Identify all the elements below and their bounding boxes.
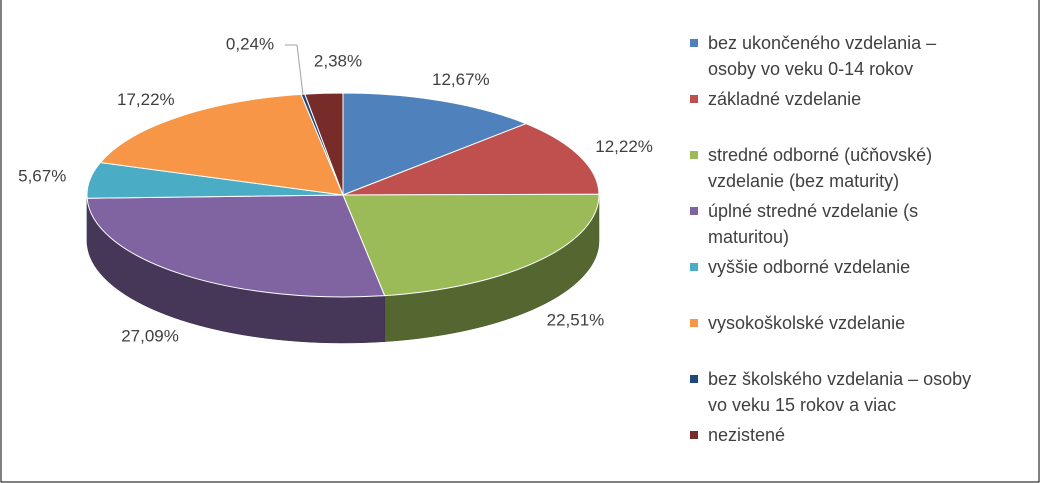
legend-swatch — [690, 151, 698, 159]
legend-item: stredné odborné (učňovské) vzdelanie (be… — [688, 142, 988, 194]
slice — [342, 123, 600, 196]
leader-line — [296, 44, 304, 95]
data-label: 22,51% — [547, 310, 605, 329]
data-label: 17,22% — [117, 90, 175, 109]
legend-item: bez ukončeného vzdelania – osoby vo veku… — [688, 30, 988, 82]
slice — [342, 193, 600, 297]
legend-swatch — [690, 39, 698, 47]
legend-label: základné vzdelanie — [708, 89, 862, 109]
legend-swatch — [690, 319, 698, 327]
data-label: 12,67% — [432, 70, 490, 89]
legend-item: vyššie odborné vzdelanie — [688, 254, 988, 280]
legend-label: vysokoškolské vzdelanie — [708, 313, 906, 333]
legend-item: nezistené — [688, 422, 988, 448]
data-label: 12,22% — [595, 137, 653, 156]
legend-swatch — [690, 431, 698, 439]
data-label: 2,38% — [314, 51, 362, 70]
legend-label: vyššie odborné vzdelanie — [708, 257, 911, 277]
legend-label: bez ukončeného vzdelania – osoby vo veku… — [708, 33, 937, 79]
legend-label: stredné odborné (učňovské) vzdelanie (be… — [708, 145, 933, 191]
legend-swatch — [690, 207, 698, 215]
legend-item: úplné stredné vzdelanie (s maturitou) — [688, 198, 988, 250]
legend-item: základné vzdelanie — [688, 86, 988, 112]
legend-label: nezistené — [708, 425, 786, 445]
legend-item: bez školského vzdelania – osoby vo veku … — [688, 366, 988, 418]
data-label: 27,09% — [121, 326, 179, 345]
legend-swatch — [690, 95, 698, 103]
legend-item: vysokoškolské vzdelanie — [688, 310, 988, 336]
data-label: 0,24% — [226, 34, 274, 53]
slice — [99, 93, 344, 196]
slice — [304, 92, 344, 196]
legend-swatch — [690, 263, 698, 271]
data-label: 5,67% — [18, 166, 66, 185]
legend-label: úplné stredné vzdelanie (s maturitou) — [708, 201, 919, 247]
slice — [342, 92, 528, 196]
slice — [86, 194, 386, 298]
legend-swatch — [690, 375, 698, 383]
legend-label: bez školského vzdelania – osoby vo veku … — [708, 369, 972, 415]
